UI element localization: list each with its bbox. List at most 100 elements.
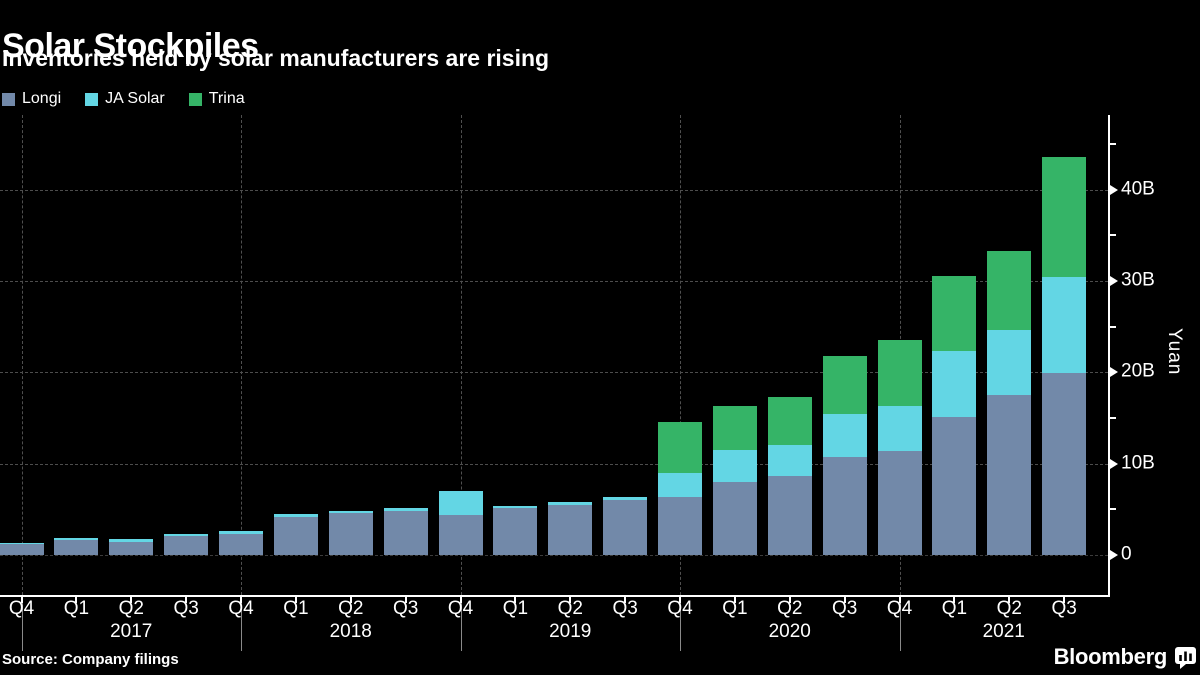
x-tick-13 bbox=[733, 597, 736, 603]
longi-swatch bbox=[2, 92, 15, 106]
y-axis-line bbox=[1108, 115, 1110, 597]
bar-Q1-2021-Trina bbox=[932, 275, 977, 351]
x-tick-1 bbox=[75, 597, 78, 603]
bar-Q2-2020-JA-Solar bbox=[767, 444, 812, 477]
bar-Q4-2019-Longi bbox=[658, 497, 702, 555]
chart-subtitle: Inventories held by solar manufacturers … bbox=[2, 45, 550, 71]
x-tick-15 bbox=[843, 597, 846, 603]
x-year-label-2018: 2018 bbox=[329, 621, 372, 642]
x-quarter-label: Q4 bbox=[8, 598, 35, 619]
x-quarter-label: Q3 bbox=[173, 598, 199, 619]
y-minor-tick-15 bbox=[1108, 417, 1116, 420]
bar-Q4-2018-Longi bbox=[438, 515, 483, 555]
x-quarter-label: Q3 bbox=[831, 598, 858, 619]
x-tick-6 bbox=[349, 597, 352, 603]
page-title: Solar Stockpiles bbox=[2, 26, 259, 65]
x-tick-3 bbox=[185, 597, 188, 603]
x-quarter-label: Q2 bbox=[557, 598, 583, 619]
bar-Q1-2021-JA-Solar bbox=[932, 350, 977, 418]
bar-Q3-2020-Longi bbox=[822, 457, 867, 555]
bar-Q4-2020-Trina bbox=[877, 339, 922, 407]
bar-Q3-2019-Longi bbox=[603, 500, 648, 555]
x-tick-17 bbox=[953, 597, 956, 603]
bar-Q4-2017-JA-Solar bbox=[219, 531, 263, 534]
x-quarter-label: Q2 bbox=[118, 598, 144, 619]
bar-Q3-2019-JA-Solar bbox=[603, 497, 648, 501]
x-quarter-label: Q4 bbox=[447, 598, 474, 619]
y-tick-label: 0 bbox=[1121, 543, 1132, 565]
source-note: Source: Company filings bbox=[2, 651, 179, 668]
x-quarter-label: Q1 bbox=[941, 598, 968, 619]
bar-Q2-2017-JA-Solar bbox=[109, 539, 154, 542]
bar-Q2-2020-Trina bbox=[767, 396, 812, 445]
year-divider-2018 bbox=[241, 115, 242, 595]
legend: Longi JA Solar Trina bbox=[2, 90, 245, 108]
bar-Q1-2020-JA-Solar bbox=[712, 449, 757, 482]
x-tick-2 bbox=[130, 597, 133, 603]
bar-Q4-2016-JA-Solar bbox=[0, 542, 44, 544]
year-divider-below-2019 bbox=[460, 596, 462, 651]
bar-Q4-2020-JA-Solar bbox=[877, 406, 922, 451]
legend-label-trina: Trina bbox=[208, 90, 245, 107]
y-tick-label: 40B bbox=[1121, 178, 1155, 200]
bar-Q1-2017-Longi bbox=[54, 539, 99, 555]
legend-label-ja-solar: JA Solar bbox=[105, 90, 165, 107]
bar-Q3-2017-JA-Solar bbox=[164, 534, 209, 537]
bar-Q1-2021-Longi bbox=[932, 417, 977, 555]
bar-Q4-2020-Longi bbox=[877, 450, 922, 555]
x-quarter-label: Q1 bbox=[502, 598, 529, 619]
x-year-label-2019: 2019 bbox=[549, 621, 592, 642]
bar-Q3-2018-Longi bbox=[383, 510, 428, 555]
x-quarter-label: Q3 bbox=[612, 598, 638, 619]
bar-Q1-2017-JA-Solar bbox=[54, 538, 99, 540]
x-quarter-label: Q1 bbox=[722, 598, 748, 619]
x-quarter-label: Q4 bbox=[667, 598, 693, 619]
legend-item-trina: Trina bbox=[188, 90, 245, 108]
bar-Q2-2019-Longi bbox=[548, 505, 593, 555]
x-tick-4 bbox=[240, 597, 242, 603]
bar-Q3-2021-Longi bbox=[1042, 373, 1087, 555]
bar-Q2-2019-JA-Solar bbox=[548, 502, 593, 506]
trina-swatch bbox=[188, 92, 202, 106]
x-quarter-label: Q2 bbox=[996, 598, 1022, 619]
bar-Q4-2017-Longi bbox=[219, 533, 263, 555]
bar-Q3-2020-Trina bbox=[822, 356, 867, 414]
bar-Q4-2019-Trina bbox=[658, 421, 702, 473]
x-tick-5 bbox=[294, 597, 297, 603]
bar-Q1-2019-Longi bbox=[493, 508, 538, 555]
bar-Q3-2020-JA-Solar bbox=[822, 413, 867, 458]
legend-item-longi: Longi bbox=[2, 90, 61, 108]
x-quarter-label: Q4 bbox=[886, 598, 913, 619]
y-major-tick-30 bbox=[1110, 276, 1118, 287]
x-quarter-label: Q1 bbox=[63, 598, 90, 619]
legend-item-ja-solar: JA Solar bbox=[85, 90, 165, 108]
x-year-label-2021: 2021 bbox=[982, 621, 1025, 642]
x-axis-line bbox=[0, 595, 1110, 597]
y-tick-label: 20B bbox=[1121, 360, 1155, 382]
x-tick-16 bbox=[898, 597, 901, 603]
ja-solar-swatch bbox=[85, 92, 99, 106]
x-tick-18 bbox=[1008, 597, 1011, 603]
bar-Q2-2018-JA-Solar bbox=[328, 511, 373, 514]
x-quarter-label: Q1 bbox=[283, 598, 309, 619]
bloomberg-wordmark: Bloomberg bbox=[1053, 644, 1168, 669]
x-quarter-label: Q3 bbox=[392, 598, 419, 619]
year-divider-below-2021 bbox=[899, 596, 901, 651]
bar-Q4-2019-JA-Solar bbox=[658, 472, 702, 498]
x-tick-0 bbox=[20, 597, 23, 603]
gridline-20 bbox=[0, 372, 1108, 374]
x-tick-19 bbox=[1063, 597, 1066, 603]
bar-Q3-2017-Longi bbox=[164, 536, 209, 555]
bar-Q1-2018-JA-Solar bbox=[273, 513, 318, 517]
x-tick-10 bbox=[569, 597, 572, 603]
x-year-label-2020: 2020 bbox=[768, 621, 811, 642]
y-minor-tick-5 bbox=[1108, 508, 1116, 511]
bar-Q2-2017-Longi bbox=[109, 541, 154, 555]
year-divider-2020 bbox=[680, 115, 681, 595]
x-quarter-label: Q2 bbox=[777, 598, 803, 619]
legend-label-longi: Longi bbox=[22, 90, 62, 107]
bar-chart-logo-icon bbox=[1175, 647, 1196, 669]
bar-Q3-2018-JA-Solar bbox=[383, 507, 428, 511]
bar-Q2-2021-Trina bbox=[987, 250, 1032, 331]
